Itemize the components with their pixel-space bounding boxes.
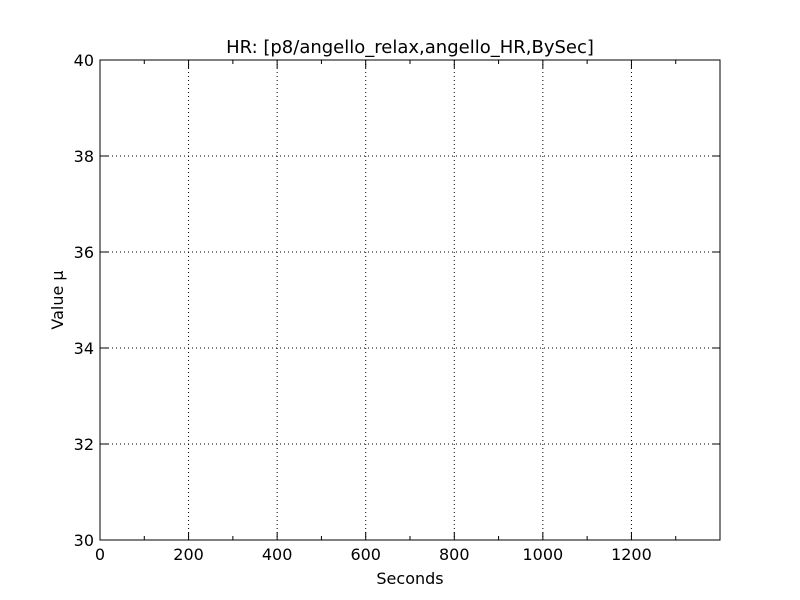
x-tick-label: 400 bbox=[262, 545, 293, 564]
y-tick-label: 34 bbox=[74, 339, 94, 358]
y-tick-label: 38 bbox=[74, 147, 94, 166]
chart-title: HR: [p8/angello_relax,angello_HR,BySec] bbox=[226, 37, 594, 58]
plot-frame bbox=[99, 59, 721, 541]
x-tick-label: 200 bbox=[173, 545, 204, 564]
y-tick-label: 30 bbox=[74, 531, 94, 550]
y-tick-label: 40 bbox=[74, 51, 94, 70]
x-axis-tick-labels: 0 200 400 600 800 1000 1200 bbox=[95, 545, 652, 564]
x-tick-label: 800 bbox=[439, 545, 470, 564]
y-axis-label: Value µ bbox=[48, 270, 67, 329]
y-tick-label: 36 bbox=[74, 243, 94, 262]
x-tick-label: 1000 bbox=[522, 545, 563, 564]
y-axis-tick-labels: 30 32 34 36 38 40 bbox=[74, 51, 94, 550]
x-axis-label: Seconds bbox=[376, 569, 443, 588]
grid-lines bbox=[100, 60, 720, 540]
x-tick-label: 1200 bbox=[611, 545, 652, 564]
plot-area bbox=[99, 59, 721, 541]
x-tick-label: 600 bbox=[350, 545, 381, 564]
plot-background bbox=[100, 60, 720, 540]
y-tick-label: 32 bbox=[74, 435, 94, 454]
x-tick-label: 0 bbox=[95, 545, 105, 564]
